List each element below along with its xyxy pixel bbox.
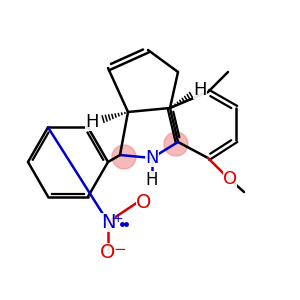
Text: O: O [223,170,237,188]
Text: H: H [146,171,158,189]
Text: O: O [136,193,152,211]
Circle shape [112,145,136,169]
Circle shape [164,132,188,156]
Text: −: − [114,242,126,257]
Text: N: N [101,212,115,232]
Text: O: O [100,242,116,262]
Text: N: N [145,149,159,167]
Text: H: H [193,81,207,99]
Text: +: + [113,212,123,224]
Text: H: H [85,113,99,131]
